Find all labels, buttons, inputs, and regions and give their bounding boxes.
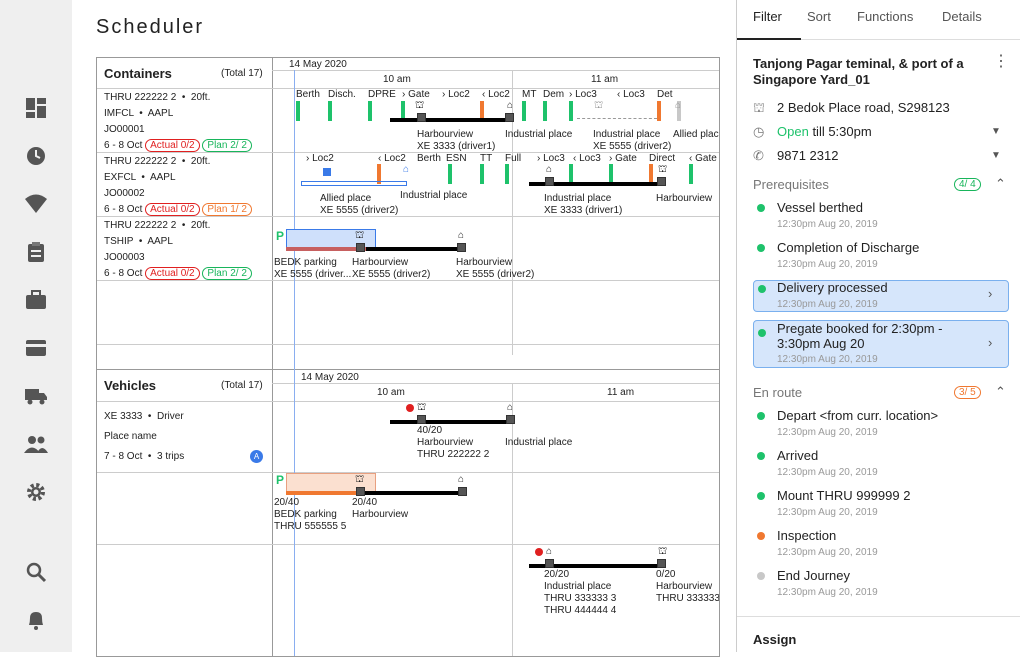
actual-badge: Actual 0/2 bbox=[145, 203, 200, 216]
dashboard-icon[interactable] bbox=[24, 96, 48, 120]
assign-heading: Assign bbox=[753, 632, 797, 647]
briefcase-icon[interactable] bbox=[24, 288, 48, 312]
chevron-down-icon[interactable]: ▼ bbox=[991, 126, 1001, 137]
history-icon[interactable] bbox=[24, 144, 48, 168]
alert-icon bbox=[406, 404, 414, 412]
parking-icon: P bbox=[276, 473, 285, 487]
home-icon: ⌂ bbox=[403, 164, 410, 175]
prereq-item-3[interactable]: Delivery processed 12:30pm Aug 20, 2019 … bbox=[753, 280, 1009, 312]
tab-filter[interactable]: Filter bbox=[753, 9, 782, 24]
time-11am: 11 am bbox=[607, 387, 635, 398]
en-route-count: 3/ 5 bbox=[954, 386, 981, 399]
more-icon[interactable]: ⋮ bbox=[993, 53, 1009, 70]
chevron-right-icon: › bbox=[988, 286, 993, 301]
wifi-icon[interactable] bbox=[24, 192, 48, 216]
building-icon: ⛫ bbox=[417, 402, 427, 413]
address-text: 2 Bedok Place road, S298123 bbox=[777, 100, 950, 115]
tab-sort[interactable]: Sort bbox=[807, 9, 831, 24]
building-icon: ⛫ bbox=[355, 230, 365, 241]
hours-text: Open till 5:30pm bbox=[777, 124, 872, 139]
phone-text: 9871 2312 bbox=[777, 148, 839, 163]
time-10am: 10 am bbox=[377, 387, 405, 398]
active-tab-indicator bbox=[737, 38, 801, 40]
building-icon: ⛫ bbox=[415, 100, 425, 111]
home-icon: ⌂ bbox=[507, 100, 514, 111]
containers-date: 14 May 2020 bbox=[289, 59, 347, 70]
bell-icon[interactable] bbox=[24, 608, 48, 632]
home-icon: ⌂ bbox=[507, 402, 514, 413]
vehicles-title: Vehicles bbox=[104, 378, 157, 393]
actual-badge: Actual 0/2 bbox=[145, 139, 200, 152]
building-icon: ⛫ bbox=[658, 546, 668, 557]
schedule-panel: Containers (Total 17) 14 May 2020 10 am … bbox=[96, 57, 720, 657]
home-icon: ⌂ bbox=[546, 164, 553, 175]
settings-icon[interactable] bbox=[24, 480, 48, 504]
building-icon: ⛫ bbox=[355, 474, 365, 485]
tab-details[interactable]: Details bbox=[942, 9, 982, 24]
location-title: Tanjong Pagar teminal, & port of a Singa… bbox=[753, 56, 964, 87]
building-icon: ⛫ bbox=[594, 100, 604, 111]
home-icon: ⌂ bbox=[458, 474, 465, 485]
clock-icon: ◷ bbox=[753, 124, 765, 139]
prereq-item-4[interactable]: Pregate booked for 2:30pm - 3:30pm Aug 2… bbox=[753, 320, 1009, 368]
tab-functions[interactable]: Functions bbox=[857, 9, 914, 24]
plan-badge: Plan 1/ 2 bbox=[202, 203, 252, 216]
clipboard-icon[interactable] bbox=[24, 240, 48, 264]
home-icon: ⌂ bbox=[675, 100, 682, 111]
prerequisites-count: 4/ 4 bbox=[954, 178, 981, 191]
details-panel: Filter Sort Functions Details Tanjong Pa… bbox=[736, 0, 1020, 652]
time-10am: 10 am bbox=[383, 74, 411, 85]
building-icon: ⛫ bbox=[753, 100, 765, 115]
parking-icon: P bbox=[276, 229, 285, 243]
chevron-up-icon[interactable]: ⌃ bbox=[995, 384, 1006, 399]
people-icon[interactable] bbox=[24, 432, 48, 456]
chevron-up-icon[interactable]: ⌃ bbox=[995, 176, 1006, 191]
plan-badge: Plan 2/ 2 bbox=[202, 139, 252, 152]
home-icon: ⌂ bbox=[458, 230, 465, 241]
plan-badge: Plan 2/ 2 bbox=[202, 267, 252, 280]
search-icon[interactable] bbox=[24, 560, 48, 584]
truck-icon[interactable] bbox=[24, 384, 48, 408]
alert-icon bbox=[535, 548, 543, 556]
home-icon: ⌂ bbox=[546, 546, 553, 557]
card-icon[interactable] bbox=[24, 336, 48, 360]
assigned-badge: A bbox=[250, 450, 263, 463]
containers-total: (Total 17) bbox=[221, 68, 263, 79]
page-title: Scheduler bbox=[96, 16, 205, 38]
chevron-down-icon[interactable]: ▼ bbox=[991, 150, 1001, 161]
prerequisites-heading: Prerequisites bbox=[753, 177, 829, 192]
side-nav bbox=[0, 0, 72, 652]
actual-badge: Actual 0/2 bbox=[145, 267, 200, 280]
en-route-heading: En route bbox=[753, 385, 803, 400]
vehicles-date: 14 May 2020 bbox=[301, 372, 359, 383]
building-icon: ⛫ bbox=[658, 164, 668, 175]
vehicles-total: (Total 17) bbox=[221, 380, 263, 391]
containers-title: Containers bbox=[104, 66, 172, 81]
chevron-right-icon: › bbox=[988, 335, 993, 350]
time-11am: 11 am bbox=[591, 74, 619, 85]
phone-icon: ✆ bbox=[753, 148, 764, 163]
